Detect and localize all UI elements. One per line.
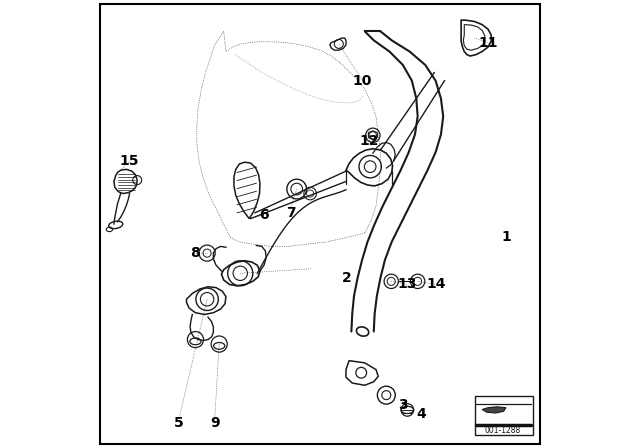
Bar bbox=[475, 396, 532, 435]
Text: 11: 11 bbox=[478, 35, 498, 50]
Text: 13: 13 bbox=[397, 277, 417, 292]
Text: 2: 2 bbox=[342, 271, 352, 285]
Text: 9: 9 bbox=[210, 416, 220, 431]
Text: 15: 15 bbox=[120, 154, 140, 168]
Polygon shape bbox=[482, 407, 506, 413]
Text: 10: 10 bbox=[353, 73, 372, 88]
Text: 6: 6 bbox=[259, 208, 269, 222]
Text: 001-1288: 001-1288 bbox=[484, 426, 521, 435]
Text: 8: 8 bbox=[189, 246, 200, 260]
Text: 1: 1 bbox=[501, 230, 511, 245]
Text: 5: 5 bbox=[174, 416, 184, 431]
Text: 14: 14 bbox=[427, 277, 446, 292]
Text: 7: 7 bbox=[286, 206, 296, 220]
Text: 4: 4 bbox=[416, 407, 426, 422]
Text: 12: 12 bbox=[360, 134, 379, 148]
Text: 3: 3 bbox=[398, 398, 408, 413]
